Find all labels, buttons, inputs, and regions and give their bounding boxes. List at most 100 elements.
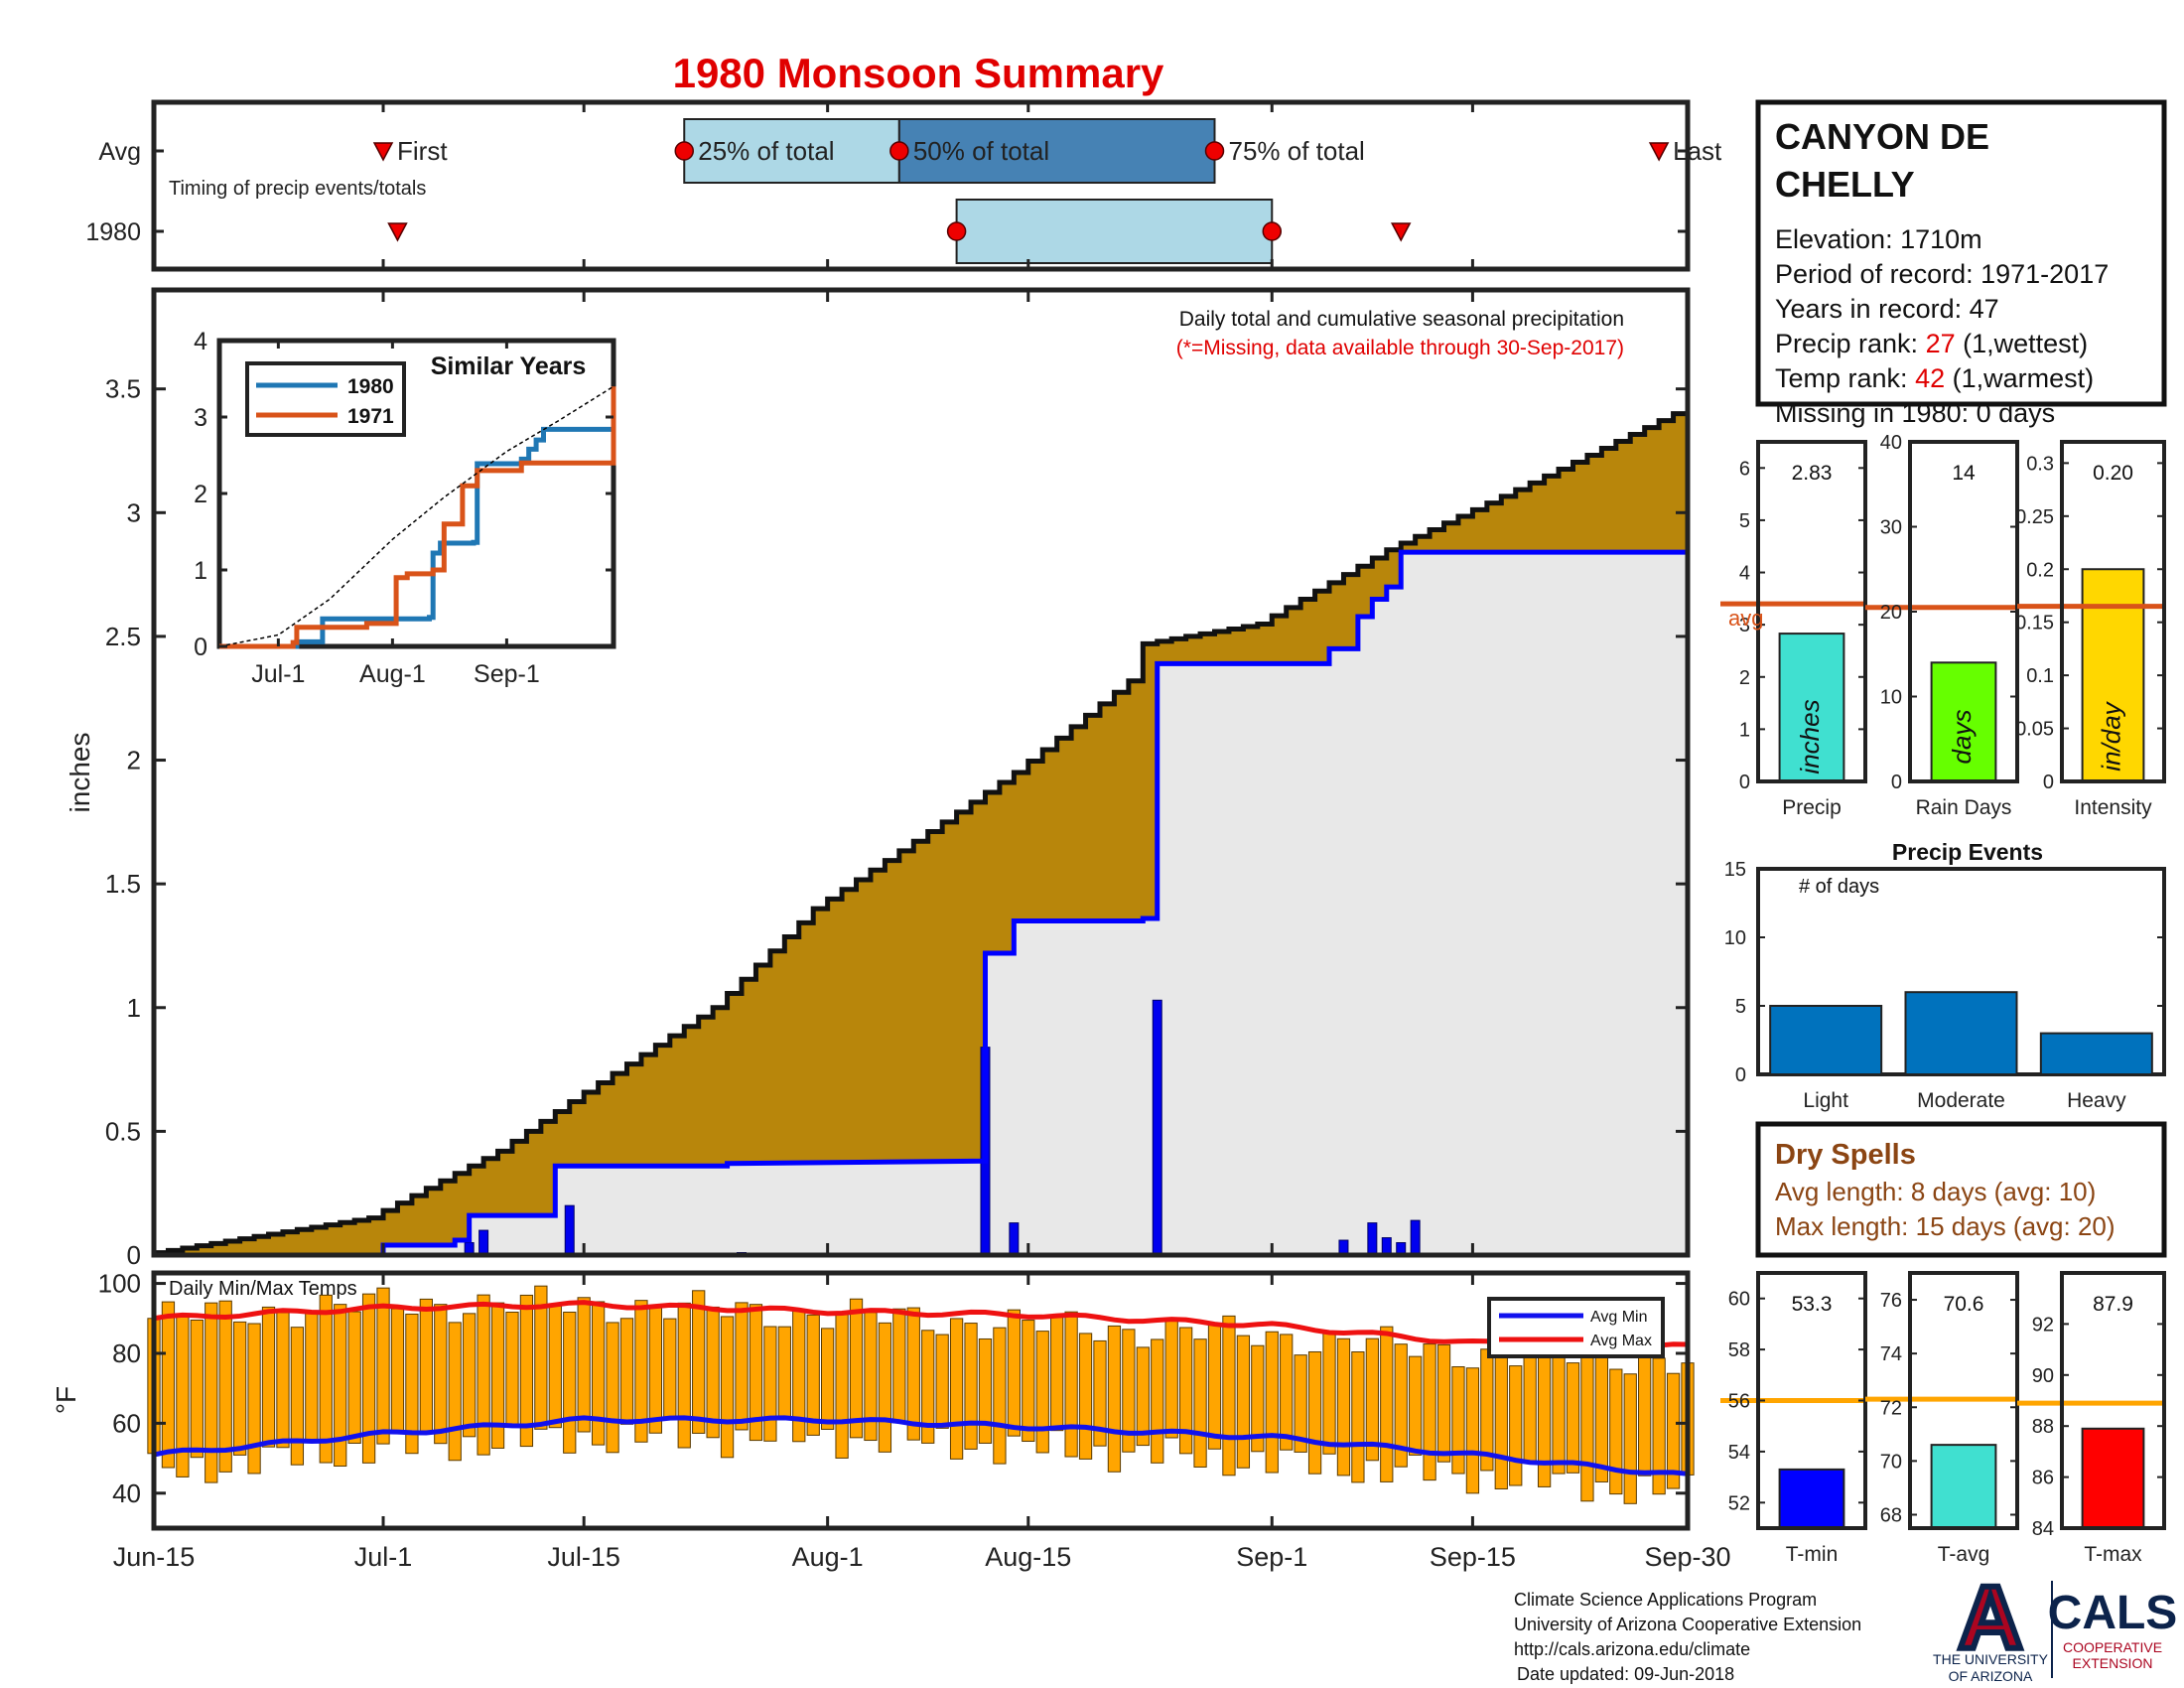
temp-bar xyxy=(1451,1366,1465,1475)
daily-bar xyxy=(1152,999,1162,1256)
temp-bar xyxy=(1365,1337,1379,1462)
temp-bar xyxy=(1236,1335,1251,1469)
temp-bar xyxy=(347,1311,361,1444)
temp-bar xyxy=(563,1311,577,1454)
temp-bar xyxy=(448,1322,462,1462)
temp-bar xyxy=(1022,1320,1035,1443)
station-info-box: CANYON DE CHELLY Elevation: 1710m Period… xyxy=(1755,99,2167,428)
temp-bar xyxy=(534,1285,548,1430)
dry-spells-frame xyxy=(1755,1121,2167,1258)
side-y-tick-label: 0.15 xyxy=(2015,613,2054,634)
main-y-tick-label: 1 xyxy=(127,993,141,1023)
temp-bar xyxy=(735,1302,749,1431)
side-y-tick-label: 70 xyxy=(1880,1451,1902,1473)
side-y-tick-label: 0.25 xyxy=(2015,506,2054,528)
temp-plot-frame xyxy=(151,1270,1691,1531)
temp-bar xyxy=(376,1287,390,1445)
station-precip-rank: Precip rank: 27 (1,wettest) xyxy=(1775,329,2088,358)
inset-line-1971 xyxy=(219,386,616,649)
dry-spells-max: Max length: 15 days (avg: 20) xyxy=(1775,1211,2116,1241)
side-y-tick-label: 40 xyxy=(1880,432,1902,454)
temp-bar xyxy=(1394,1343,1408,1468)
p75-label: 75% of total xyxy=(1229,136,1365,166)
timing-panel: Avg 1980 Timing of precip events/totals … xyxy=(85,99,1722,272)
temp-bar xyxy=(276,1312,290,1449)
side-y-tick-label: 72 xyxy=(1880,1397,1902,1419)
timing-dot xyxy=(889,141,909,161)
footer-line1: Climate Science Applications Program xyxy=(1514,1590,1817,1610)
legend-label-1971: 1971 xyxy=(347,405,394,428)
temp-x-tick-label: Jul-15 xyxy=(547,1542,620,1572)
side-x-label: Intensity xyxy=(2074,796,2152,819)
temp-bar xyxy=(1265,1331,1279,1474)
inset-y-tick-label: 3 xyxy=(194,404,207,432)
station-elevation: Elevation: 1710m xyxy=(1775,224,1982,254)
inset-y-tick-label: 0 xyxy=(194,633,207,661)
side-y-tick-label: 0 xyxy=(2043,772,2054,793)
temp-bar xyxy=(1566,1362,1580,1474)
side-x-label: T-min xyxy=(1786,1543,1839,1566)
temp-bar xyxy=(319,1294,333,1464)
temp-bar xyxy=(1594,1346,1609,1482)
side-y-tick-label: 86 xyxy=(2032,1468,2054,1489)
side-unit-label: in/day xyxy=(2096,700,2125,771)
daily-bar xyxy=(1367,1222,1378,1256)
side-y-tick-label: 60 xyxy=(1728,1289,1750,1311)
temp-bar xyxy=(1093,1339,1107,1447)
station-name-line1: CANYON DE xyxy=(1775,116,1989,157)
temp-x-tick-label: Aug-15 xyxy=(985,1542,1071,1572)
side-x-label: T-max xyxy=(2084,1543,2142,1566)
footer-line4: Date updated: 09-Jun-2018 xyxy=(1517,1664,1734,1684)
side-value-label: 0.20 xyxy=(2093,462,2133,485)
temp-bar xyxy=(921,1330,935,1444)
events-y-tick-label: 0 xyxy=(1735,1064,1746,1086)
events-x-label: Light xyxy=(1803,1089,1848,1112)
side-y-tick-label: 3 xyxy=(1739,615,1750,636)
temp-bar xyxy=(1351,1351,1365,1483)
side-value-label: 14 xyxy=(1952,462,1976,485)
temp-y-tick-label: 100 xyxy=(98,1269,141,1299)
events-y-tick-label: 10 xyxy=(1724,927,1746,949)
temp-bar xyxy=(305,1313,319,1443)
side-bar xyxy=(1778,633,1845,782)
events-title: Precip Events xyxy=(1892,839,2043,865)
side-y-tick-label: 76 xyxy=(1880,1290,1902,1312)
station-frame xyxy=(1755,99,2167,407)
inset-lines xyxy=(218,385,616,649)
temp-bar xyxy=(1078,1333,1093,1460)
cals-logo-line1: COOPERATIVE xyxy=(2063,1639,2162,1655)
temp-bar xyxy=(949,1318,964,1460)
temp-bar xyxy=(1178,1327,1193,1455)
temp-bar xyxy=(434,1304,448,1445)
temp-bar xyxy=(1409,1355,1423,1456)
timing-x-ticks xyxy=(152,102,1690,269)
temp-bar xyxy=(261,1306,276,1448)
temp-y-tick-label: 40 xyxy=(112,1478,141,1508)
cals-logo-line2: EXTENSION xyxy=(2073,1655,2153,1671)
temp-bar xyxy=(677,1302,691,1449)
raindays-bar: 0 10 20 30 40 14 Rain Days days xyxy=(1865,432,2019,819)
temp-bar xyxy=(1307,1350,1322,1475)
events-x-label: Heavy xyxy=(2067,1089,2126,1112)
temp-bar xyxy=(1580,1349,1594,1502)
side-y-tick-label: 56 xyxy=(1728,1391,1750,1413)
side-y-tick-label: 68 xyxy=(1880,1504,1902,1526)
precip-rank-label: Precip rank: xyxy=(1775,329,1926,358)
temp-bar xyxy=(1494,1351,1508,1489)
temp-bar xyxy=(247,1323,261,1475)
side-y-tick-label: 1 xyxy=(1739,719,1750,741)
inset-x-tick-label: Sep-1 xyxy=(474,660,540,688)
side-y-tick-label: 0 xyxy=(1891,772,1902,793)
avg-50-75-box xyxy=(897,118,1216,184)
inset-title: Similar Years xyxy=(431,352,587,380)
temp-chart-title: Daily Min/Max Temps xyxy=(169,1278,357,1300)
timing-triangle xyxy=(1390,222,1412,242)
side-y-tick-label: 0.1 xyxy=(2026,665,2054,687)
side-bar xyxy=(1930,1444,1997,1529)
station-period: Period of record: 1971-2017 xyxy=(1775,259,2109,289)
inset-legend-box xyxy=(245,361,406,437)
temp-bar xyxy=(806,1314,820,1436)
temp-chart: 40 60 80 100 Jun-15 Jul-1 Jul-15 Aug-1 Aug-15 Se… xyxy=(51,1269,1731,1572)
dry-spells-title: Dry Spells xyxy=(1775,1139,1916,1171)
p25-label: 25% of total xyxy=(698,136,834,166)
